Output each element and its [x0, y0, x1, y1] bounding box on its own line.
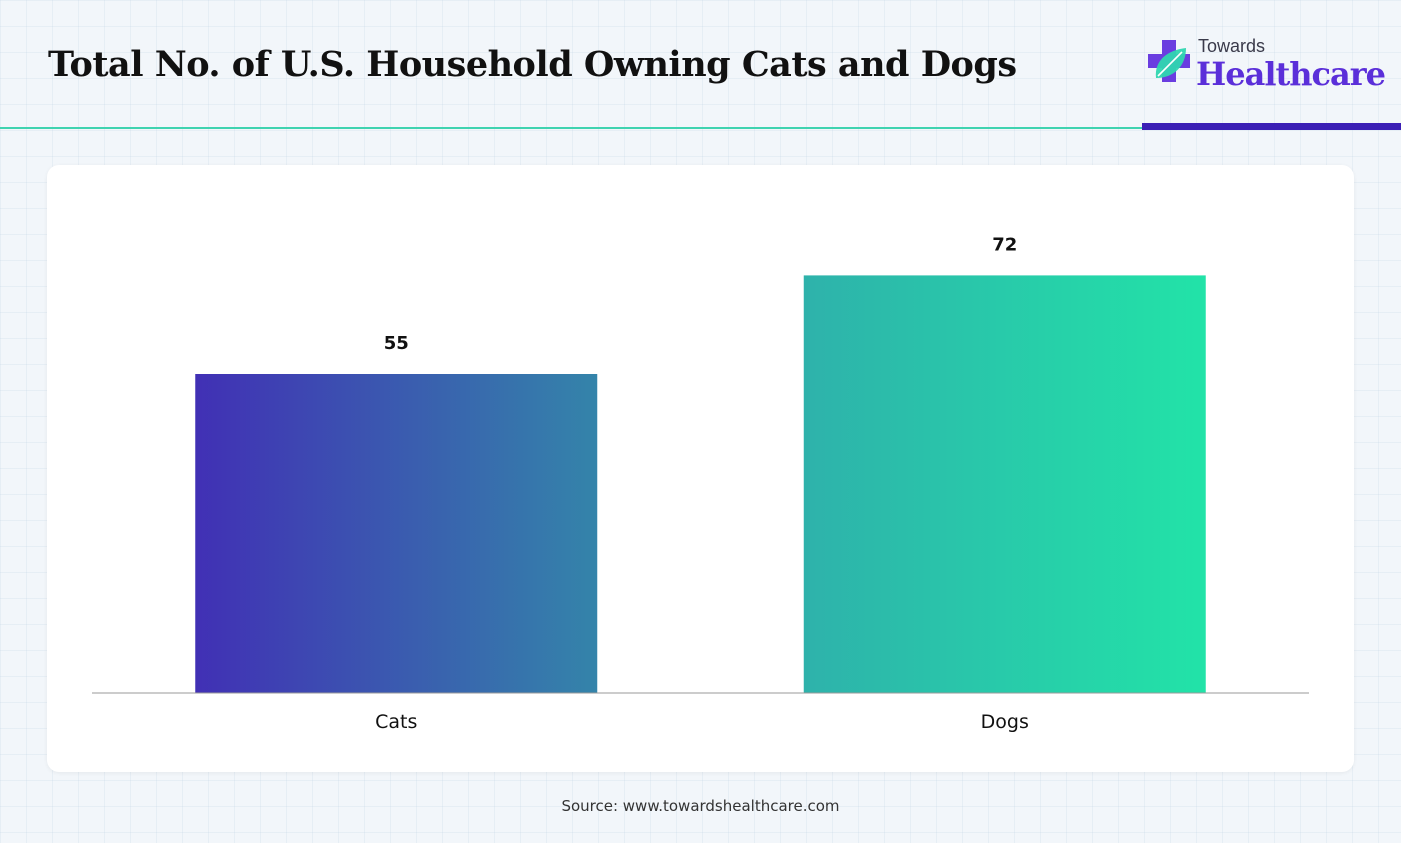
data-label-cats: 55	[384, 333, 409, 354]
brand-logo: Towards Healthcare	[1146, 36, 1386, 96]
header-divider-teal	[0, 127, 1142, 129]
header-divider-purple	[1142, 123, 1401, 130]
logo-text-healthcare: Healthcare	[1196, 55, 1386, 93]
medical-cross-leaf-icon	[1148, 40, 1190, 82]
chart-card: 55 Cats 72 Dogs	[47, 165, 1354, 772]
category-label-dogs: Dogs	[981, 711, 1029, 733]
bar-chart: 55 Cats 72 Dogs	[92, 234, 1309, 733]
bar-dogs	[803, 275, 1206, 693]
category-label-cats: Cats	[375, 711, 417, 733]
bar-cats	[195, 374, 598, 693]
data-label-dogs: 72	[992, 234, 1017, 255]
logo-text-towards: Towards	[1198, 36, 1266, 56]
source-text: Source: www.towardshealthcare.com	[561, 797, 840, 815]
page-title: Total No. of U.S. Household Owning Cats …	[48, 44, 1017, 85]
